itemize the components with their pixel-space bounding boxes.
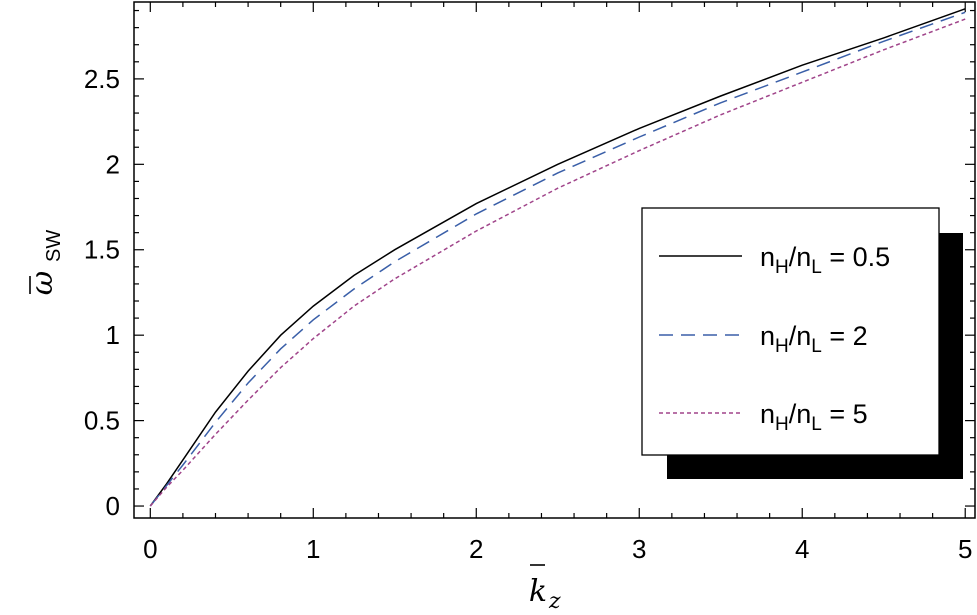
- y-tick-label: 1.5: [84, 235, 120, 265]
- x-tick-label: 5: [958, 534, 972, 564]
- x-tick-label: 0: [143, 534, 157, 564]
- x-tick-label: 4: [795, 534, 809, 564]
- legend-label-2: nH/nL = 2: [760, 321, 868, 357]
- x-axis-label-symbol: k: [529, 574, 547, 609]
- x-axis-label: k z: [529, 564, 561, 614]
- series-line-2: [149, 11, 966, 507]
- legend-items: nH/nL = 0.5 nH/nL = 2 nH/nL = 5: [659, 242, 890, 435]
- x-axis-label-subscript: z: [548, 589, 561, 614]
- legend-box: [641, 207, 940, 456]
- plot-frame: [133, 1, 976, 519]
- x-tick-label: 2: [469, 534, 483, 564]
- x-tick-label: 3: [632, 534, 646, 564]
- series-line-3: [149, 18, 966, 507]
- y-tick-label: 0: [106, 491, 120, 521]
- legend-label-3: nH/nL = 5: [760, 399, 868, 435]
- y-tick-label: 0.5: [84, 406, 120, 436]
- series-line-1: [149, 8, 966, 507]
- legend: nH/nL = 0.5 nH/nL = 2 nH/nL = 5: [641, 207, 963, 479]
- y-tick-label: 2: [106, 149, 120, 179]
- y-axis-label-subscript: SW: [43, 230, 65, 262]
- x-tick-label: 1: [306, 534, 320, 564]
- y-axis-label: ω SW: [25, 230, 65, 296]
- series-lines: [149, 8, 966, 507]
- y-tick-label: 2.5: [84, 64, 120, 94]
- axis-ticks: [134, 2, 975, 518]
- legend-label-1: nH/nL = 0.5: [760, 242, 890, 278]
- y-tick-label: 1: [106, 320, 120, 350]
- y-axis-label-symbol: ω: [25, 271, 60, 295]
- tick-labels: 0 1 2 3 4 5 0 0.5 1 1.5 2 2.5: [84, 64, 973, 564]
